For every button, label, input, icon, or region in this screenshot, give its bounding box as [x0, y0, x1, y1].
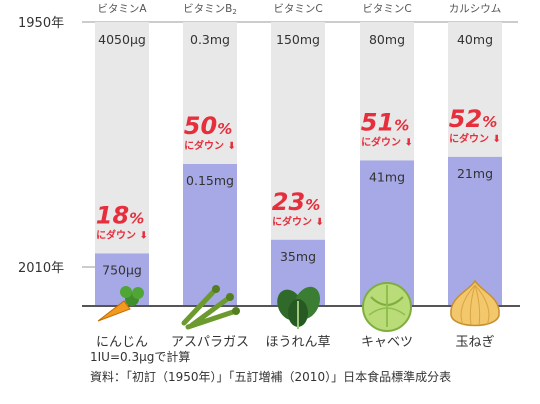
value-1950-label: 0.3mg — [190, 32, 230, 47]
down-label: にダウン ⬇ — [96, 228, 148, 241]
value-2010-label: 41mg — [369, 169, 405, 184]
nutrient-label: カルシウム — [449, 3, 502, 15]
asparagus-spear — [185, 308, 239, 330]
nutrient-label: ビタミンC — [273, 3, 322, 15]
asparagus-spear — [181, 286, 219, 326]
onion-line — [460, 284, 476, 326]
cabbage-vein — [368, 307, 406, 316]
value-1950-label: 40mg — [457, 32, 493, 47]
value-2010-label: 750μg — [102, 262, 142, 277]
value-1950-label: 150mg — [276, 32, 320, 47]
onion-line — [474, 284, 481, 326]
cabbage-icon — [362, 282, 412, 332]
nutrient-label: ビタミンA — [97, 3, 147, 15]
bar-2010 — [360, 160, 414, 306]
year-label-2010: 2010年 — [18, 261, 64, 276]
value-1950-label: 4050μg — [98, 32, 146, 47]
asparagus-tip — [212, 285, 220, 293]
carrot-leaf — [120, 286, 132, 298]
onion-body — [450, 279, 500, 327]
decrease-percent-label: 18% — [96, 201, 144, 229]
vegetable-label: にんじん — [96, 335, 148, 350]
carrot-leaf — [132, 287, 144, 299]
asparagus-tip — [226, 293, 234, 301]
asparagus-tip — [232, 307, 240, 315]
footnote-source: 資料：「初訂（1950年）」「五訂増補（2010）」日本食品標準成分表 — [90, 370, 452, 384]
value-2010-label: 21mg — [457, 166, 493, 181]
asparagus-spear — [189, 294, 233, 328]
down-label: にダウン ⬇ — [272, 215, 324, 228]
down-label: にダウン ⬇ — [184, 139, 236, 152]
carrot-icon — [97, 286, 144, 322]
carrot-body — [97, 300, 131, 322]
vegetable-label: ほうれん草 — [265, 335, 330, 350]
vegetable-label: 玉ねぎ — [455, 335, 494, 350]
value-1950-label: 80mg — [369, 32, 405, 47]
bar-2010 — [183, 164, 237, 306]
onion-icon — [450, 279, 500, 327]
down-label: にダウン ⬇ — [361, 135, 413, 148]
down-label: にダウン ⬇ — [449, 132, 501, 145]
spinach-icon — [277, 286, 321, 329]
bar-group-1: ビタミンA 4050μg 750μg 18%にダウン ⬇ にんじん — [95, 3, 149, 350]
nutrient-label: ビタミンB2 — [183, 3, 237, 16]
vegetable-label: アスパラガス — [171, 335, 249, 350]
onion-line — [474, 284, 490, 326]
onion-line — [469, 284, 476, 326]
year-label-1950: 1950年 — [18, 16, 64, 31]
value-2010-label: 35mg — [280, 249, 316, 264]
nutrient-label: ビタミンC — [362, 3, 411, 15]
vegetable-label: キャベツ — [361, 335, 413, 350]
asparagus-icon — [181, 285, 240, 330]
value-2010-label: 0.15mg — [186, 173, 234, 188]
footnote-conversion: 1IU=0.3μgで計算 — [90, 350, 191, 364]
